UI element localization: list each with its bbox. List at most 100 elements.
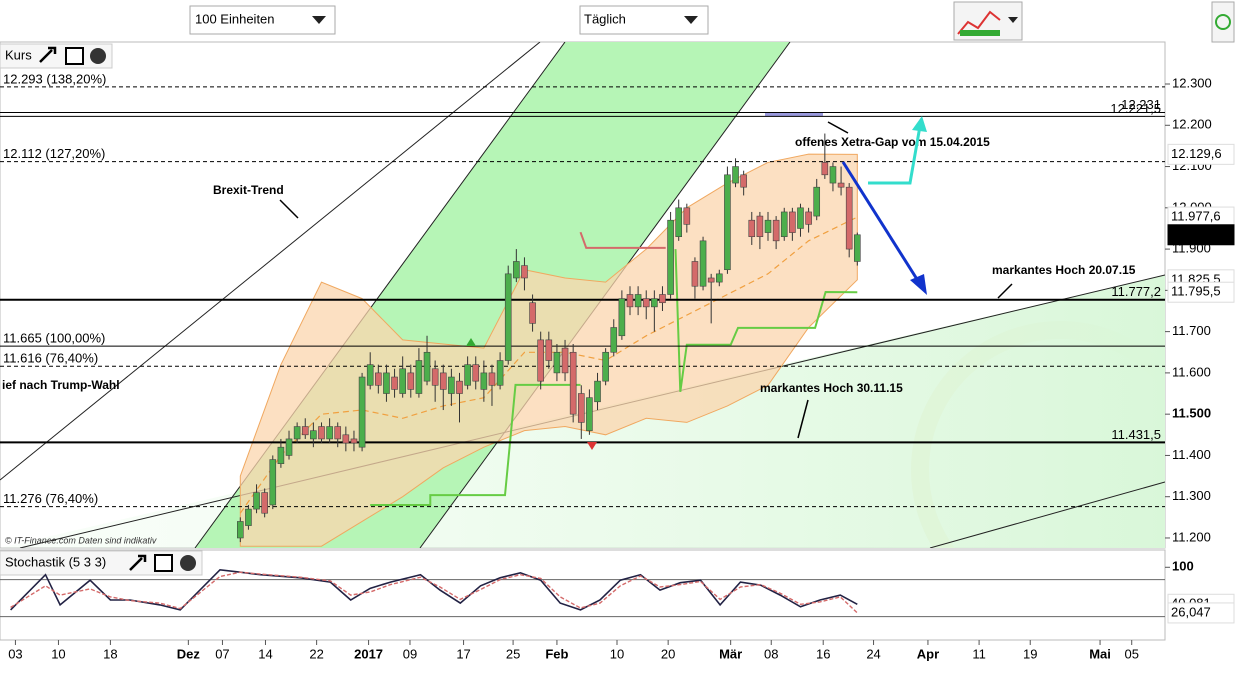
x-tick-label: 20 (661, 646, 675, 661)
units-dropdown[interactable] (189, 5, 336, 35)
settings-icon[interactable] (129, 554, 147, 571)
candle-body (569, 351, 577, 415)
level-label: 11.777,2 (1111, 284, 1161, 299)
interval-dropdown[interactable] (579, 5, 709, 35)
stochastic-lines (10, 568, 858, 614)
candle-body (586, 397, 593, 431)
settings-icon[interactable] (39, 46, 57, 63)
candle-body (521, 265, 528, 279)
gap-zone (765, 112, 823, 116)
x-tick-label: 03 (8, 646, 22, 661)
maximize-button[interactable] (154, 554, 173, 572)
candle-body (845, 186, 853, 250)
x-tick-label: 10 (610, 646, 624, 661)
candle-body (504, 273, 512, 361)
candle-body (253, 492, 260, 510)
x-tick-label: 09 (403, 646, 417, 661)
candle-body (837, 182, 845, 188)
candle-body (488, 372, 496, 386)
x-tick-label: Mai (1089, 646, 1111, 661)
candle-body (415, 360, 423, 394)
x-tick-label: 18 (103, 646, 117, 661)
price-label: 11.977,6 (1171, 209, 1221, 224)
channel-line (0, 42, 541, 481)
candle-body (626, 294, 634, 308)
close-button[interactable] (90, 48, 106, 64)
dropdown-arrow (1008, 17, 1018, 23)
end-label-box (1167, 602, 1235, 624)
indicator-icon (957, 10, 1001, 35)
units-text: 100 Einheiten (195, 11, 275, 26)
candle-body (431, 368, 439, 386)
candle-body (545, 339, 553, 361)
candle-body (245, 508, 252, 526)
candle-body (715, 273, 723, 283)
candle-body (472, 364, 480, 382)
x-tick-label: 14 (258, 646, 272, 661)
candle-body (537, 339, 544, 382)
candle-body (561, 347, 569, 374)
y-tick-label: 11.700 (1172, 323, 1211, 338)
x-tick-label: 25 (506, 646, 520, 661)
interval-text: Täglich (584, 11, 626, 26)
toolbar: 100 Einheiten Täglich (189, 1, 1235, 43)
price-label-box (1167, 224, 1235, 246)
arrow (868, 125, 922, 185)
candle-body (789, 211, 796, 233)
refresh-button[interactable] (1211, 1, 1235, 43)
annotation: markantes Hoch 30.11.15 (760, 381, 903, 395)
candle-body (642, 298, 650, 308)
candle-body (748, 219, 756, 238)
y-tick-label: 100 (1172, 559, 1194, 574)
candle-body (634, 294, 642, 308)
level-label: 12.112 (127,20%) (3, 146, 105, 161)
candle-body (756, 215, 764, 238)
stochastic-header: Stochastik (5 3 3) (0, 550, 203, 576)
annotation: Brexit-Trend (213, 183, 284, 197)
trend-line (929, 481, 1165, 548)
y-tick-label: 11.400 (1172, 447, 1211, 462)
candle-body (358, 376, 366, 448)
candle-body (326, 426, 333, 440)
candle-body (423, 351, 431, 382)
y-tick-label: 11.600 (1172, 364, 1211, 379)
x-tick-label: Apr (917, 646, 939, 661)
candle-body (439, 372, 447, 390)
annotation: ief nach Trump-Wahl (2, 378, 120, 392)
close-button[interactable] (180, 555, 196, 571)
candle-body (391, 376, 398, 390)
maximize-button[interactable] (65, 47, 84, 65)
y-tick-label: 11.200 (1172, 529, 1211, 544)
candle-body (237, 521, 244, 539)
candle-body (301, 426, 309, 436)
candle-body (813, 186, 821, 217)
candle-body (456, 380, 463, 394)
candle-body (724, 174, 731, 271)
arrow (827, 121, 849, 134)
annotation: markantes Hoch 20.07.15 (992, 263, 1136, 277)
candle-body (293, 426, 301, 440)
x-tick-label: 2017 (354, 646, 383, 661)
candle-body (285, 438, 293, 456)
y-tick-label: 11.500 (1172, 406, 1211, 421)
indicator-icon (960, 30, 1000, 36)
y-tick-label: 11.300 (1172, 488, 1211, 503)
signal-up (466, 338, 476, 346)
annotation: offenes Xetra-Gap vom 15.04.2015 (795, 135, 990, 149)
level-label: 12.221,5 (1110, 101, 1161, 116)
candle-body (261, 492, 268, 514)
x-tick-label: 22 (309, 646, 323, 661)
candle-body (480, 372, 488, 390)
signal-down (587, 442, 597, 450)
candle-body (553, 351, 561, 374)
price-label: 11.795,5 (1171, 284, 1221, 299)
price-label: 11.934,7 (1171, 226, 1221, 241)
arrowhead (910, 274, 927, 295)
candle-body (383, 372, 390, 394)
arrow (997, 283, 1013, 299)
candle-body (269, 459, 277, 506)
x-tick-label: Dez (177, 646, 201, 661)
candle-body (732, 166, 739, 184)
candle-body (610, 327, 618, 353)
candle-body (651, 298, 658, 308)
